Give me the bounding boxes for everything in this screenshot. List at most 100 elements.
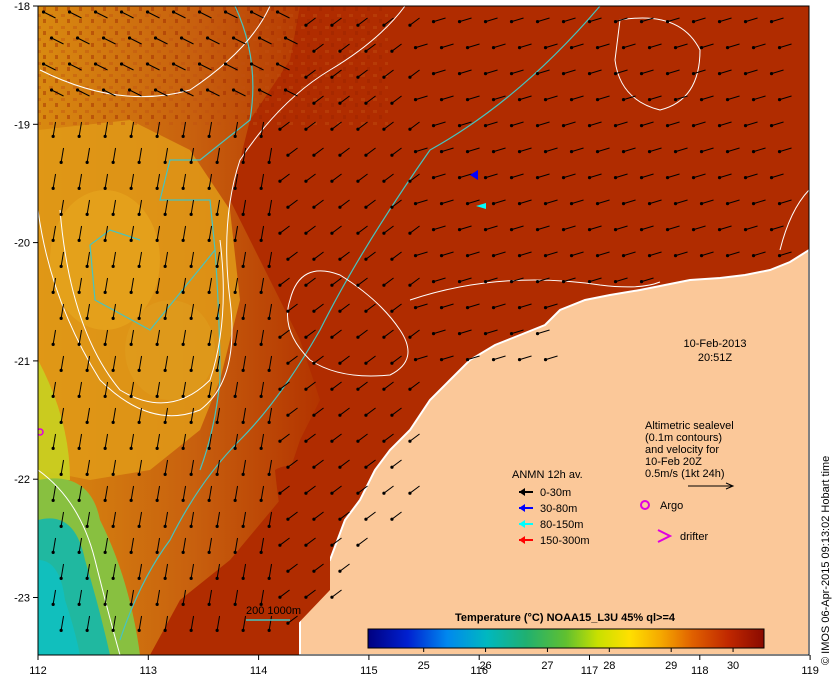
velocity-arrow [493,355,506,361]
velocity-arrow [383,173,394,182]
velocity-arrow [234,381,239,397]
velocity-arrow [208,537,213,553]
velocity-arrow-head [223,62,228,66]
velocity-arrow-head [364,49,368,53]
velocity-arrow [745,121,758,127]
velocity-arrow [545,355,558,361]
velocity-arrow-head [691,176,696,180]
velocity-arrow [409,173,420,182]
velocity-arrow-head [119,10,124,14]
velocity-arrow-head [465,150,470,154]
velocity-arrow [234,173,239,189]
velocity-arrow [339,43,350,52]
velocity-arrow [391,459,402,468]
velocity-arrow [467,95,480,101]
velocity-arrow [493,251,506,257]
velocity-arrow [391,95,402,104]
velocity-arrow-head [517,150,522,154]
velocity-arrow [339,199,350,208]
legend-arrow-head-icon [519,488,525,496]
argo-float-marker [38,428,44,436]
velocity-arrow-head [769,228,774,232]
velocity-arrow [727,147,740,153]
velocity-arrow-head [181,186,185,190]
velocity-arrow [313,199,324,208]
velocity-arrow [383,433,394,442]
velocity-arrow-head [241,472,245,476]
velocity-arrow-head [241,160,245,164]
velocity-arrow [391,407,402,416]
velocity-arrow-head [535,176,540,180]
velocity-arrow-head [51,498,55,502]
velocity-arrow-head [364,257,368,261]
velocity-arrow-head [390,465,394,469]
lat-tick-label: -21 [14,356,30,368]
velocity-arrow-head [699,46,704,50]
velocity-arrow [305,277,316,286]
velocity-arrow-head [283,36,288,40]
velocity-arrow [537,173,550,179]
velocity-arrow [242,459,247,475]
velocity-arrow-head [215,212,219,216]
velocity-arrow [51,37,64,45]
velocity-arrow-head [691,20,696,24]
velocity-arrow-head [543,98,548,102]
velocity-arrow [242,615,247,631]
velocity-arrow-head [338,49,342,53]
velocity-arrow-head [129,238,133,242]
velocity-arrow [287,563,298,572]
velocity-arrow-head [535,124,540,128]
velocity-arrow [52,381,57,397]
velocity-arrow-head [639,20,644,24]
velocity-arrow [545,147,558,153]
velocity-arrow [173,11,186,19]
velocity-arrow-head [751,202,756,206]
velocity-arrow [571,251,584,257]
velocity-arrow-head [137,472,141,476]
velocity-arrow-head [283,88,288,92]
velocity-arrow-head [127,36,132,40]
lat-tick-label: -19 [14,119,30,131]
velocity-arrow [693,173,706,179]
velocity-arrow-head [639,280,644,284]
velocity-arrow [190,459,195,475]
altimetry-line-4: 10-Feb 20Z [645,456,702,468]
velocity-arrow [155,37,168,45]
velocity-arrow [216,251,221,267]
velocity-arrow-head [77,550,81,555]
velocity-arrow [641,277,654,283]
sealevel-contour-7 [779,189,809,251]
velocity-arrow [225,11,238,19]
velocity-arrow [234,277,239,293]
velocity-arrow-head [111,420,115,424]
velocity-arrow [60,563,65,579]
velocity-arrow-head [338,101,342,105]
velocity-arrow-head [111,264,115,268]
velocity-arrow [277,63,290,71]
velocity-arrow [164,511,169,527]
velocity-arrow [485,121,498,127]
velocity-arrow-head [304,595,308,599]
velocity-arrow-head [569,150,574,154]
velocity-arrow-head [717,228,722,232]
velocity-arrow [155,89,168,97]
velocity-arrow [234,225,239,241]
velocity-arrow-head [517,306,522,310]
velocity-arrow-head [181,550,185,555]
velocity-arrow [331,121,342,130]
velocity-arrow-head [509,228,514,232]
velocity-arrow-head [647,254,652,258]
velocity-arrow-head [137,160,141,164]
velocity-arrow-head [408,231,412,235]
velocity-arrow [537,17,550,23]
sst-yellow-band [38,360,70,480]
velocity-arrow-head [103,290,107,294]
velocity-arrow-head [59,368,63,372]
velocity-arrow-head [207,498,211,502]
velocity-arrow-head [743,20,748,24]
velocity-arrow-head [181,238,185,242]
velocity-arrow [268,563,273,579]
velocity-arrow [545,303,558,309]
velocity-arrow [52,277,57,293]
velocity-arrow [545,95,558,101]
